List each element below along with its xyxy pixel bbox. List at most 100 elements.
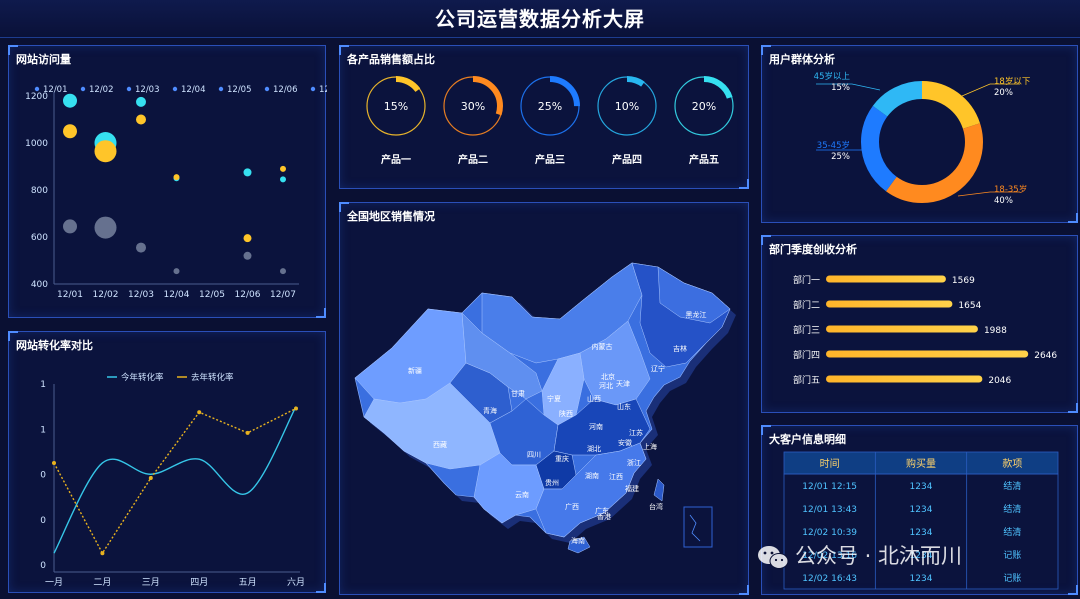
product-percent-label: 25% (538, 100, 562, 113)
product-name-label: 产品四 (612, 153, 642, 166)
dept-revenue-chart: 部门一 1569 部门二 1654 部门三 1988 部门四 2646 部门五 2046 (793, 274, 1057, 386)
dept-bar (826, 300, 953, 308)
map-region-label: 内蒙古 (592, 342, 613, 351)
product-ring-arc (366, 76, 426, 136)
dept-label: 部门三 (793, 324, 820, 336)
map-region-label: 湖南 (585, 471, 599, 480)
map-region-label: 江苏 (629, 428, 643, 437)
product-name-label: 产品三 (535, 153, 565, 166)
table-cell: 1234 (910, 482, 933, 492)
table-column-header: 购买量 (906, 457, 936, 470)
dept-value-label: 2046 (988, 376, 1011, 386)
conversion-y-tick: 1 (40, 380, 46, 390)
conversion-y-tick: 0 (40, 516, 46, 526)
customers-panel: 大客户信息明细 时间 购买量 款项 12/01 12:15 1234 结清 12/01 13… (761, 425, 1078, 595)
dept-revenue-title: 部门季度创收分析 (769, 243, 857, 256)
region-taiwan (653, 478, 665, 502)
visits-y-tick: 600 (31, 233, 48, 243)
user-group-percent: 25% (831, 152, 850, 162)
user-group-name: 18岁以下 (994, 76, 1031, 87)
visits-x-tick: 12/01 (57, 290, 83, 300)
conversion-point (294, 406, 298, 411)
user-group-percent: 20% (994, 88, 1013, 98)
dept-label: 部门一 (793, 274, 820, 286)
product-name-label: 产品五 (689, 153, 719, 166)
region-gansu (461, 312, 543, 400)
dept-label: 部门五 (793, 374, 820, 386)
dept-value-label: 2646 (1034, 351, 1057, 361)
conversion-series-line (53, 407, 297, 555)
table-cell: 记账 (1003, 550, 1021, 561)
map-region-label: 青海 (483, 406, 497, 415)
watermark: 公众号 · 北沐而川 (758, 544, 962, 569)
page-header: 公司运营数据分析大屏 (0, 0, 1080, 38)
dept-value-label: 1988 (984, 326, 1007, 336)
visits-point (63, 219, 77, 234)
visits-point (280, 165, 286, 172)
user-group-name: 45岁以上 (814, 71, 851, 82)
visits-legend-dot (172, 86, 178, 92)
table-cell: 结清 (1003, 480, 1021, 492)
map-region-label: 吉林 (673, 344, 687, 353)
customers-table: 时间 购买量 款项 12/01 12:15 1234 结清 12/01 13:43 1234 结… (783, 451, 1059, 590)
table-cell: 结清 (1003, 526, 1021, 538)
map-region-label: 湖北 (587, 444, 601, 453)
dept-bar (826, 375, 983, 383)
user-groups-panel: 用户群体分析 18岁以下 20% 18-35岁 40% 35-45岁 25% 45岁以上 15… (761, 45, 1078, 223)
user-group-leader (816, 83, 881, 91)
conversion-panel: 网站转化率对比 今年转化率 去年转化率 0 0 0 1 1 一月 二月 三月 四月 五月 六月 (8, 331, 326, 593)
dept-value-label: 1654 (958, 301, 981, 311)
visits-legend-label: 12/01 (43, 85, 68, 95)
visits-x-tick: 12/04 (164, 290, 190, 300)
map-region-label: 上海 (643, 442, 657, 451)
product-ring-arc (597, 76, 657, 136)
conversion-x-tick: 三月 (142, 577, 160, 588)
visits-point (243, 168, 252, 177)
product-share-panel: 各产品销售额占比 15% 产品一 30% 产品二 25% 产品三 10% 产品四 20% 产品五 (339, 45, 749, 189)
map-region-label: 辽宁 (651, 364, 665, 373)
conversion-x-tick: 五月 (239, 577, 257, 588)
map-region-label: 甘肃 (511, 389, 525, 398)
conversion-series-line (53, 406, 297, 554)
map-region-label: 安徽 (618, 438, 632, 447)
map-region-label: 江西 (609, 473, 623, 481)
map-region-label: 云南 (515, 490, 529, 499)
table-body-border (783, 473, 1059, 590)
visits-legend-label: 12/05 (227, 85, 252, 95)
visits-y-tick: 800 (31, 186, 48, 196)
conversion-x-tick: 一月 (45, 577, 63, 588)
map-title: 全国地区销售情况 (347, 210, 435, 223)
product-share-title: 各产品销售额占比 (347, 53, 435, 66)
visits-legend-dot (80, 86, 86, 92)
table-cell: 1234 (910, 505, 933, 515)
region-huabei (579, 320, 651, 406)
visits-point (136, 96, 146, 107)
table-cell: 12/02 16:43 (802, 574, 857, 584)
visits-legend-dot (218, 86, 224, 92)
visits-point (136, 242, 146, 253)
conversion-y-tick: 0 (40, 471, 46, 481)
map-region-label: 河南 (589, 422, 603, 431)
visits-point (173, 174, 180, 181)
table-cell: 12/01 13:43 (802, 505, 857, 515)
user-group-name: 18-35岁 (994, 184, 1027, 195)
dept-label: 部门二 (793, 299, 820, 311)
map-region-label: 西藏 (433, 440, 447, 449)
dept-value-label: 1569 (952, 276, 975, 286)
map-region-label: 山东 (617, 402, 631, 411)
map-region-label: 新疆 (408, 366, 422, 375)
product-percent-label: 15% (384, 100, 408, 113)
visits-x-tick: 12/06 (235, 290, 261, 300)
user-group-slice (861, 81, 983, 203)
visits-point (280, 268, 286, 275)
visits-point (173, 268, 180, 275)
visits-x-tick: 12/07 (270, 290, 296, 300)
user-group-leader (961, 83, 1020, 97)
user-group-percent: 15% (831, 83, 850, 93)
visits-point (136, 114, 146, 125)
user-group-slice (861, 81, 983, 203)
visits-point (94, 216, 117, 239)
visits-y-tick: 1200 (25, 92, 48, 102)
